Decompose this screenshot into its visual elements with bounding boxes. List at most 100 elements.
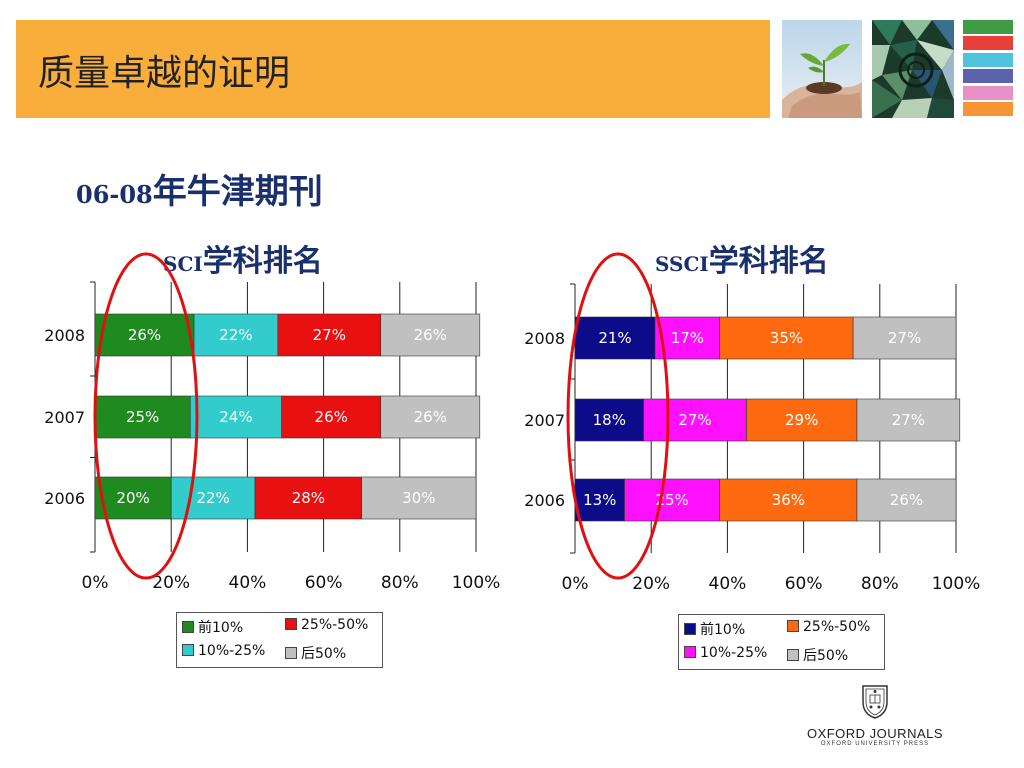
sci-data-label: 26% (128, 326, 161, 344)
ssci-x-tick-label: 60% (785, 574, 823, 594)
ssci-title-prefix: SSCI (655, 252, 709, 276)
ssci-category-label: 2008 (524, 329, 565, 348)
sci-data-label: 26% (414, 408, 447, 426)
color-stripe (963, 69, 1013, 84)
stained-glass-photo (872, 20, 954, 118)
ssci-bar-segment (746, 398, 858, 442)
sci-x-tick-label: 0% (82, 573, 109, 593)
legend-swatch (285, 647, 297, 659)
sci-data-label: 26% (414, 326, 447, 344)
sci-bar-segment (193, 313, 279, 357)
sci-chart-title: SCI学科排名 (163, 236, 323, 280)
ssci-category-label: 2006 (524, 491, 565, 510)
sci-data-label: 24% (219, 408, 252, 426)
oxford-crest-icon (862, 685, 888, 719)
sci-data-label: 22% (196, 489, 229, 507)
ssci-x-tick-label: 40% (709, 574, 747, 594)
legend-swatch (684, 623, 696, 635)
sci-category-label: 2006 (44, 489, 85, 508)
legend-label: 前10% (198, 620, 244, 636)
ssci-data-label: 27% (888, 329, 921, 347)
seedling-photo (782, 20, 862, 118)
color-stripe (963, 52, 1013, 67)
sci-category-label: 2008 (44, 326, 85, 345)
sci-data-label: 26% (315, 408, 348, 426)
ssci-bar-segment (574, 316, 656, 360)
ssci-x-tick-label: 20% (632, 574, 670, 594)
sci-data-label: 22% (219, 326, 252, 344)
sci-bar-segment (94, 476, 172, 520)
ssci-chart-title: SSCI学科排名 (655, 236, 829, 280)
sci-bar-segment (94, 313, 195, 357)
subtitle: 06-08年牛津期刊 (76, 164, 323, 213)
sci-legend-item: 10%-25% (182, 643, 265, 659)
ssci-legend: 前10% 25%-50% 10%-25% 后50% (678, 614, 885, 670)
legend-swatch (182, 644, 194, 656)
sci-x-tick-label: 80% (381, 573, 419, 593)
color-stripe (963, 85, 1013, 100)
ssci-data-label: 27% (892, 411, 925, 429)
ssci-data-label: 27% (678, 411, 711, 429)
ssci-data-label: 26% (890, 491, 923, 509)
sci-bar-segment (380, 313, 481, 357)
subtitle-text: 年牛津期刊 (152, 172, 323, 212)
sci-category-label: 2007 (44, 408, 85, 427)
ssci-legend-item: 10%-25% (684, 645, 767, 661)
sci-legend: 前10% 25%-50% 10%-25% 后50% (176, 612, 383, 668)
sci-data-label: 28% (292, 489, 325, 507)
color-stripe (963, 101, 1013, 116)
legend-label: 前10% (700, 622, 746, 638)
sci-bar-segment (380, 395, 481, 439)
sci-highlight-ellipse (93, 252, 199, 580)
sci-x-tick-label: 100% (452, 573, 501, 593)
ssci-data-label: 13% (583, 491, 616, 509)
legend-swatch (787, 620, 799, 632)
ssci-legend-item: 后50% (787, 645, 848, 665)
ssci-data-label: 21% (598, 329, 631, 347)
sci-data-label: 27% (313, 326, 346, 344)
ssci-bar-segment (719, 478, 858, 522)
color-stripe (963, 36, 1013, 51)
legend-label: 后50% (301, 646, 347, 662)
ssci-bar-segment (654, 316, 721, 360)
page-title: 质量卓越的证明 (38, 53, 291, 94)
sci-bar-segment (281, 395, 382, 439)
sci-data-label: 20% (116, 489, 149, 507)
ssci-data-label: 18% (593, 411, 626, 429)
oxford-journals-logo: OXFORD JOURNALS OXFORD UNIVERSITY PRESS (790, 682, 960, 752)
sci-legend-item: 25%-50% (285, 617, 368, 633)
ssci-legend-item: 25%-50% (787, 619, 870, 635)
ssci-x-tick-label: 0% (562, 574, 589, 594)
ssci-title-text: 学科排名 (708, 244, 829, 279)
sci-x-tick-label: 40% (229, 573, 267, 593)
logo-sub: OXFORD UNIVERSITY PRESS (820, 741, 930, 747)
ssci-bar-segment (624, 478, 721, 522)
ssci-data-label: 35% (770, 329, 803, 347)
ssci-data-label: 17% (671, 329, 704, 347)
sci-x-tick-label: 20% (152, 573, 190, 593)
legend-swatch (182, 621, 194, 633)
legend-label: 10%-25% (700, 645, 768, 661)
sci-bar-segment (277, 313, 382, 357)
legend-label: 10%-25% (198, 643, 266, 659)
legend-swatch (684, 646, 696, 658)
legend-label: 25%-50% (301, 617, 369, 633)
sci-x-tick-label: 60% (305, 573, 343, 593)
sci-bar-segment (361, 476, 477, 520)
ssci-data-label: 36% (772, 491, 805, 509)
ssci-bar-segment (852, 316, 957, 360)
ssci-category-label: 2007 (524, 411, 565, 430)
ssci-x-tick-label: 100% (932, 574, 981, 594)
sci-bar-segment (170, 476, 256, 520)
sci-legend-item: 后50% (285, 643, 346, 663)
ssci-bar-segment (856, 398, 961, 442)
sci-legend-item: 前10% (182, 617, 243, 637)
ssci-bar-segment (856, 478, 957, 522)
legend-swatch (787, 649, 799, 661)
ssci-bar-segment (719, 316, 854, 360)
sci-data-label: 30% (402, 489, 435, 507)
ssci-legend-item: 前10% (684, 619, 745, 639)
sci-title-text: 学科排名 (202, 244, 323, 279)
color-stripe (963, 20, 1013, 34)
